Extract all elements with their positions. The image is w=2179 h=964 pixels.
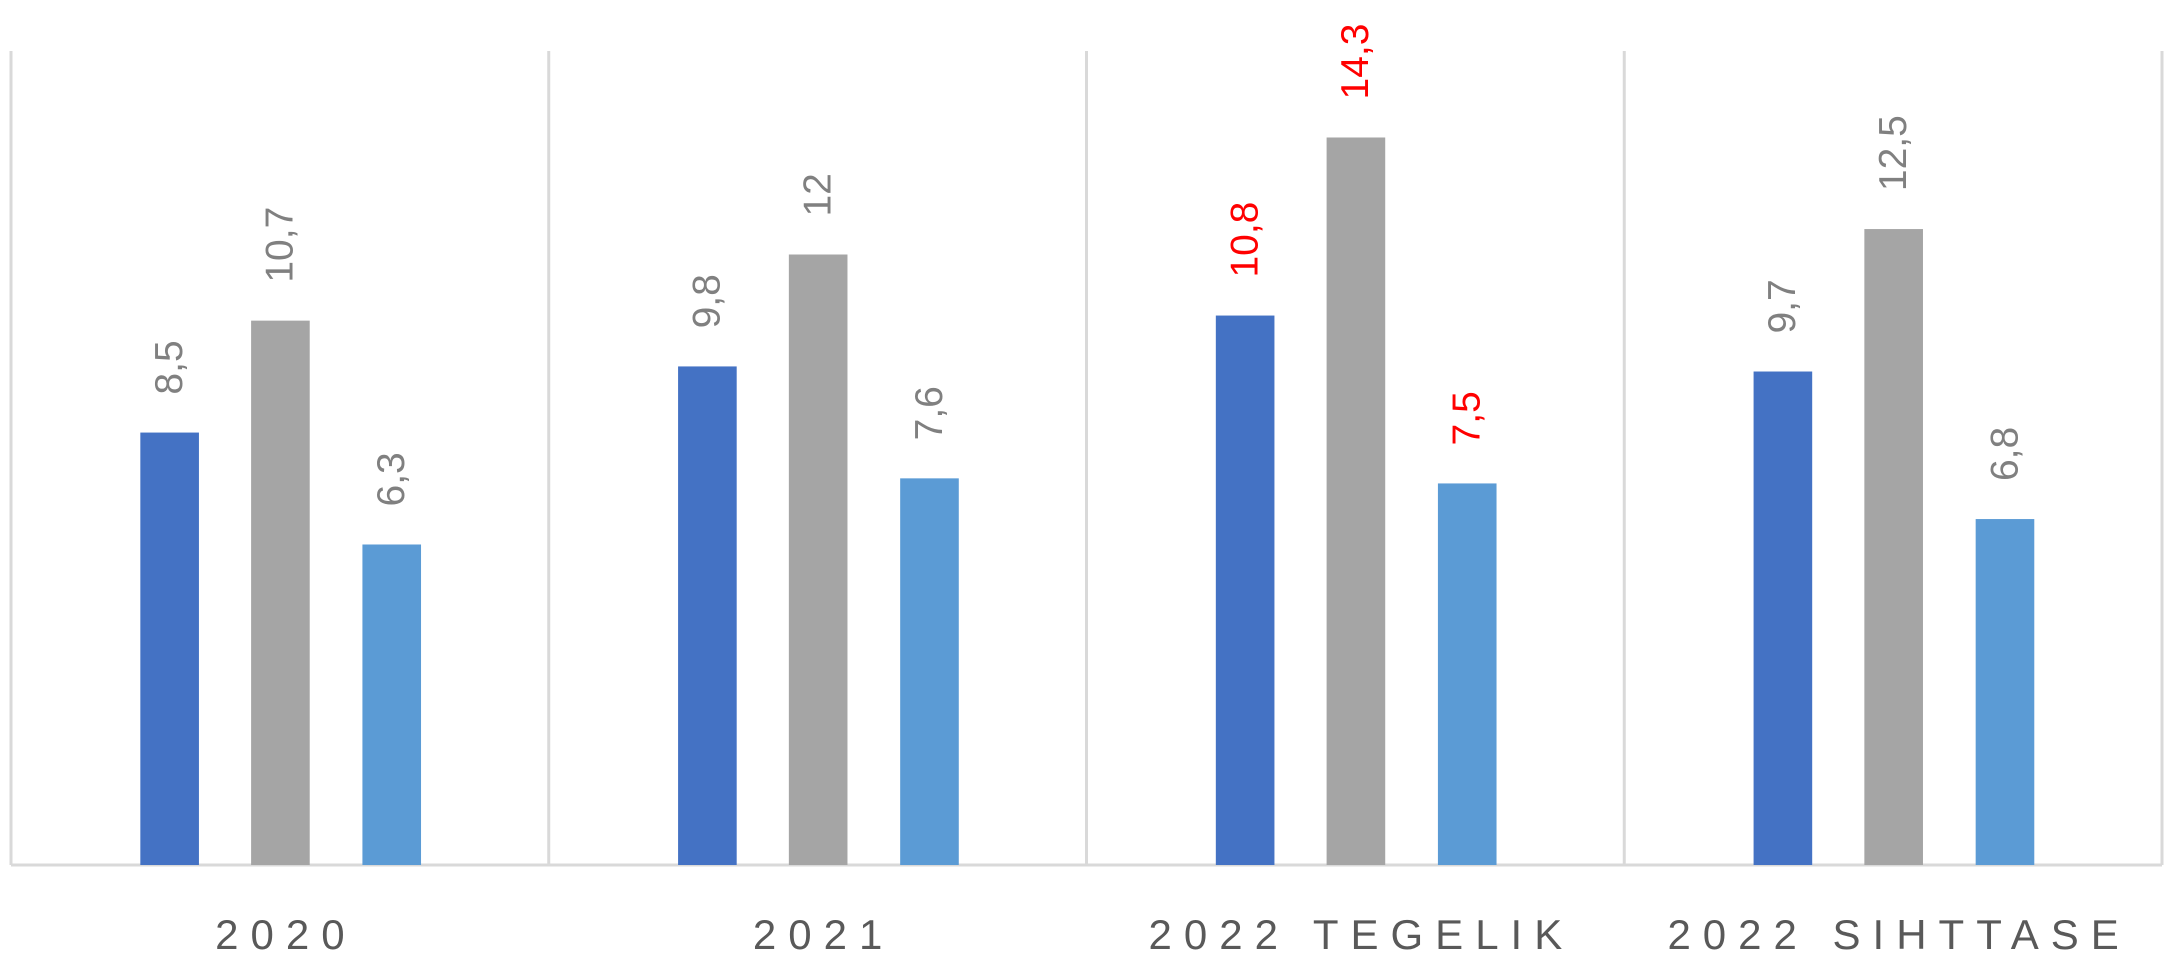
bar	[1326, 137, 1386, 866]
data-label: 6,3	[370, 452, 413, 506]
data-label: 9,7	[1761, 279, 1804, 333]
data-label: 6,8	[1983, 427, 2026, 481]
bar	[1437, 483, 1497, 865]
bar	[900, 478, 959, 865]
bar	[1864, 229, 1923, 865]
bar	[788, 254, 848, 865]
data-label: 7,6	[908, 386, 951, 440]
bar	[140, 432, 199, 865]
data-label: 9,8	[686, 274, 729, 328]
bar	[362, 544, 422, 865]
bar	[1215, 315, 1275, 865]
x-tick-label: 2020	[215, 911, 356, 958]
data-label: 14,3	[1334, 24, 1377, 100]
data-label: 8,5	[148, 340, 191, 394]
bar	[678, 366, 737, 865]
data-label: 12,5	[1872, 115, 1915, 191]
x-tick-label: 2022 TEGELIK	[1149, 911, 1575, 958]
x-tick-label: 2021	[753, 911, 894, 958]
bar	[1753, 371, 1813, 865]
bar	[251, 320, 310, 865]
data-label: 12	[796, 173, 839, 216]
bar	[1975, 519, 2035, 865]
data-label: 10,7	[259, 207, 302, 283]
data-label: 10,8	[1223, 202, 1266, 278]
data-label: 7,5	[1446, 391, 1489, 445]
x-tick-label: 2022 SIHTTASE	[1667, 911, 2130, 958]
